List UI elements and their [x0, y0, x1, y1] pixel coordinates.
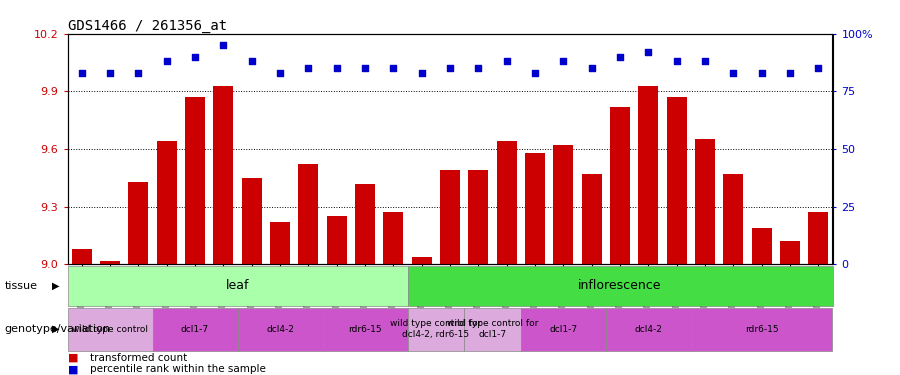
Point [641, 49, 655, 55]
Point [75, 70, 89, 76]
Point [613, 54, 627, 60]
Bar [408, 266, 832, 306]
Point [386, 65, 400, 71]
Bar [129, 182, 148, 264]
Text: dcl1-7: dcl1-7 [549, 324, 578, 334]
Text: inflorescence: inflorescence [578, 279, 662, 292]
Bar [752, 228, 771, 264]
Bar [412, 257, 432, 264]
Text: ▶: ▶ [52, 281, 59, 291]
Bar [322, 308, 408, 351]
Text: dcl4-2: dcl4-2 [634, 324, 662, 334]
Bar [100, 261, 120, 264]
Point [754, 70, 769, 76]
Bar [238, 308, 322, 351]
Point [358, 65, 373, 71]
Text: leaf: leaf [226, 279, 249, 292]
Point [329, 65, 344, 71]
Bar [185, 97, 205, 264]
Point [500, 58, 514, 64]
Text: ▶: ▶ [52, 324, 59, 334]
Bar [780, 242, 800, 264]
Text: dcl4-2: dcl4-2 [266, 324, 294, 334]
Bar [464, 308, 521, 351]
Bar [610, 107, 630, 264]
Point [556, 58, 571, 64]
Bar [606, 308, 691, 351]
Bar [157, 141, 176, 264]
Point [584, 65, 598, 71]
Point [159, 58, 174, 64]
Bar [724, 174, 743, 264]
Bar [213, 86, 233, 264]
Bar [667, 97, 687, 264]
Point [103, 70, 117, 76]
Point [527, 70, 542, 76]
Bar [554, 145, 573, 264]
Bar [68, 266, 408, 306]
Point [415, 70, 429, 76]
Point [273, 70, 287, 76]
Bar [468, 170, 488, 264]
Bar [270, 222, 290, 264]
Text: rdr6-15: rdr6-15 [745, 324, 778, 334]
Text: wild type control: wild type control [72, 324, 148, 334]
Bar [695, 140, 715, 264]
Text: dcl1-7: dcl1-7 [181, 324, 209, 334]
Point [783, 70, 797, 76]
Bar [440, 170, 460, 264]
Point [188, 54, 202, 60]
Point [471, 65, 485, 71]
Text: GDS1466 / 261356_at: GDS1466 / 261356_at [68, 19, 227, 33]
Point [302, 65, 316, 71]
Text: genotype/variation: genotype/variation [4, 324, 111, 334]
Point [726, 70, 741, 76]
Point [245, 58, 259, 64]
Point [698, 58, 712, 64]
Bar [581, 174, 601, 264]
Bar [152, 308, 238, 351]
Text: ■: ■ [68, 364, 78, 374]
Bar [497, 141, 517, 264]
Point [670, 58, 684, 64]
Bar [72, 249, 92, 264]
Point [131, 70, 146, 76]
Point [216, 42, 230, 48]
Bar [525, 153, 544, 264]
Point [443, 65, 457, 71]
Text: transformed count: transformed count [90, 353, 187, 363]
Bar [327, 216, 346, 264]
Bar [521, 308, 606, 351]
Text: tissue: tissue [4, 281, 38, 291]
Text: rdr6-15: rdr6-15 [348, 324, 382, 334]
Bar [638, 86, 658, 264]
Bar [299, 165, 319, 264]
Bar [691, 308, 832, 351]
Text: wild type control for
dcl1-7: wild type control for dcl1-7 [446, 320, 538, 339]
Bar [408, 308, 464, 351]
Bar [808, 213, 828, 264]
Bar [383, 213, 403, 264]
Bar [68, 308, 152, 351]
Text: wild type control for
dcl4-2, rdr6-15: wild type control for dcl4-2, rdr6-15 [390, 320, 482, 339]
Bar [242, 178, 262, 264]
Bar [356, 184, 375, 264]
Point [811, 65, 825, 71]
Text: ■: ■ [68, 353, 78, 363]
Text: percentile rank within the sample: percentile rank within the sample [90, 364, 266, 374]
